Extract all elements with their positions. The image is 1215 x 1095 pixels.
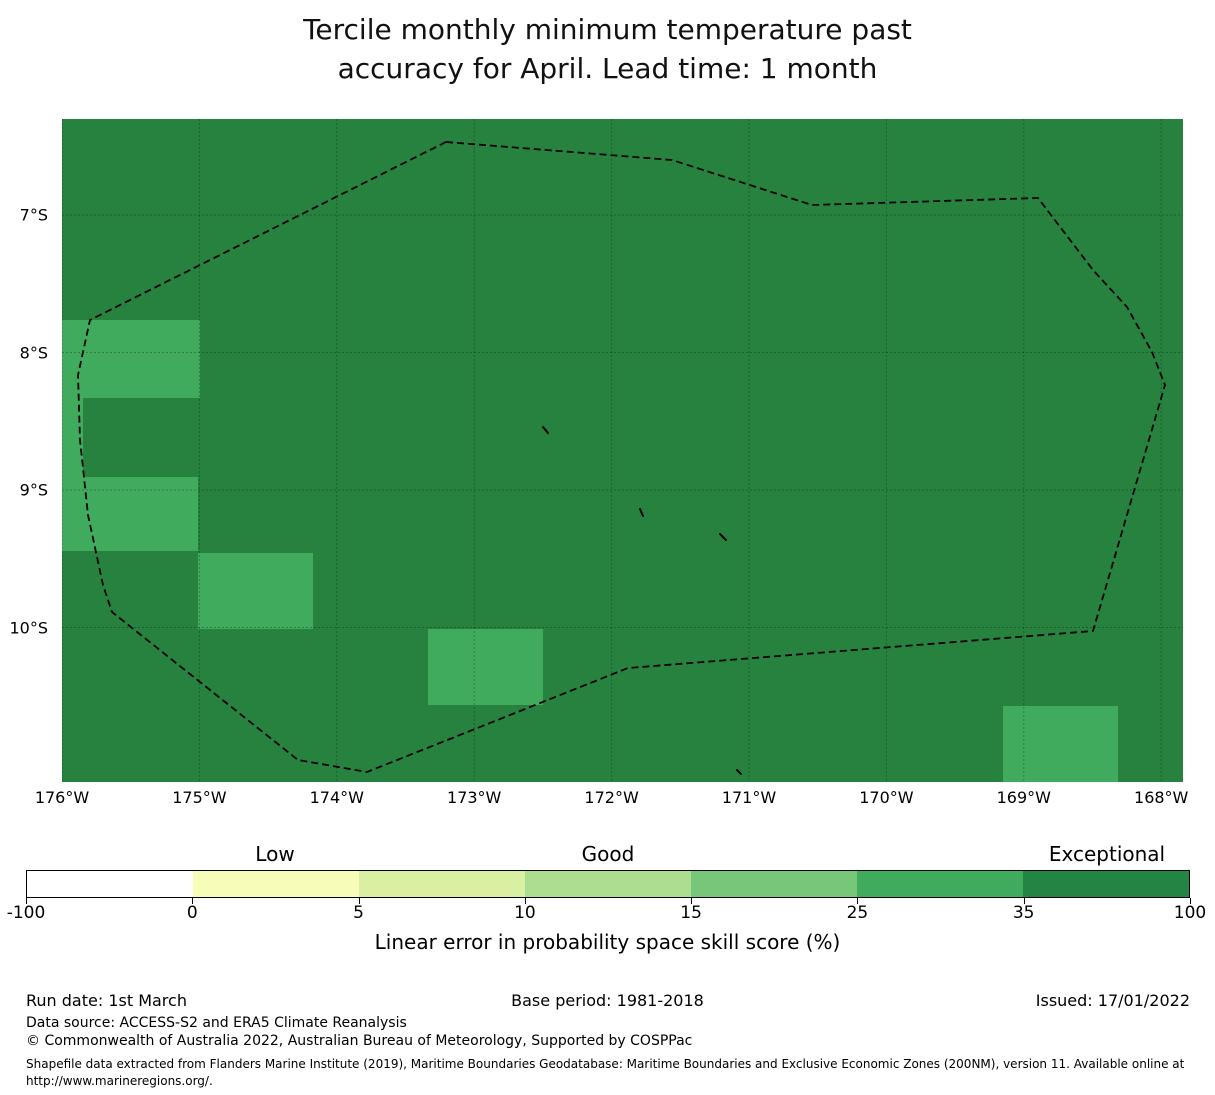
x-tick-label: 170°W	[859, 788, 914, 807]
colorbar-caption: Linear error in probability space skill …	[374, 930, 841, 954]
map-cell	[428, 629, 543, 705]
colorbar-segment	[359, 871, 525, 897]
island-mark	[639, 508, 644, 517]
colorbar-tick	[691, 898, 693, 904]
colorbar-category-label: Low	[255, 842, 295, 866]
shapefile-note-line1: Shapefile data extracted from Flanders M…	[26, 1057, 1185, 1071]
chart-title-line1: Tercile monthly minimum temperature past	[303, 13, 912, 46]
base-period: Base period: 1981-2018	[511, 991, 704, 1010]
x-tick-label: 171°W	[721, 788, 777, 807]
colorbar-tick	[857, 898, 859, 904]
island-mark	[542, 426, 549, 434]
shapefile-note-line2: http://www.marineregions.org/.	[26, 1074, 213, 1088]
y-tick-label: 8°S	[19, 343, 48, 362]
colorbar-tick	[192, 898, 194, 904]
colorbar	[26, 870, 1190, 898]
colorbar-tick	[26, 898, 27, 904]
chart-title-line2: accuracy for April. Lead time: 1 month	[337, 52, 878, 85]
colorbar-tick-label: 15	[680, 903, 702, 923]
colorbar-segment	[27, 871, 193, 897]
island-mark	[736, 769, 742, 775]
colorbar-tick-label: 25	[846, 903, 869, 923]
run-date: Run date: 1st March	[26, 991, 187, 1010]
colorbar-ticks	[0, 898, 1215, 904]
map	[62, 119, 1183, 782]
map-cell	[62, 477, 198, 551]
colorbar-segment	[857, 871, 1023, 897]
data-source: Data source: ACCESS-S2 and ERA5 Climate …	[26, 1015, 407, 1031]
colorbar-segment	[193, 871, 359, 897]
chart-title: Tercile monthly minimum temperature past…	[0, 10, 1215, 88]
colorbar-tick	[1190, 898, 1191, 904]
y-axis-labels: 7°S 8°S 9°S 10°S	[0, 0, 48, 800]
x-tick-label: 175°W	[172, 788, 227, 807]
x-tick-label: 169°W	[996, 788, 1051, 807]
island-mark	[719, 533, 727, 541]
map-cell	[62, 320, 200, 398]
copyright: © Commonwealth of Australia 2022, Austra…	[26, 1033, 693, 1049]
colorbar-tick	[358, 898, 360, 904]
x-tick-label: 174°W	[309, 788, 364, 807]
map-canvas	[62, 119, 1183, 782]
x-tick-label: 172°W	[584, 788, 639, 807]
colorbar-category-labels: Low Good Exceptional	[0, 842, 1215, 868]
x-axis-labels: 176°W 175°W 174°W 173°W 172°W 171°W 170°W 169°W…	[0, 788, 1215, 812]
colorbar-tick-label: 10	[514, 903, 536, 923]
map-cell	[62, 398, 83, 477]
colorbar-tick	[524, 898, 526, 904]
colorbar-segment	[1023, 871, 1189, 897]
x-tick-label: 168°W	[1134, 788, 1189, 807]
map-cell	[198, 553, 313, 629]
colorbar-tick	[1023, 898, 1025, 904]
x-tick-label: 173°W	[447, 788, 502, 807]
colorbar-tick-label: 5	[353, 903, 365, 923]
colorbar-category-label: Exceptional	[1048, 842, 1166, 866]
y-tick-label: 9°S	[19, 480, 48, 500]
map-cell	[1003, 706, 1118, 782]
colorbar-tick-labels: -100 0 5 10 15 25 35 100	[0, 903, 1215, 929]
colorbar-category-label: Good	[581, 842, 635, 866]
colorbar-tick-label: -100	[6, 903, 46, 923]
y-tick-label: 10°S	[9, 618, 48, 637]
colorbar-tick-label: 100	[1173, 903, 1207, 923]
eez-boundary	[77, 141, 1166, 773]
issued-date: Issued: 17/01/2022	[1035, 991, 1190, 1010]
colorbar-segment	[691, 871, 857, 897]
x-tick-label: 176°W	[34, 788, 90, 807]
y-tick-label: 7°S	[19, 205, 48, 225]
colorbar-segment	[525, 871, 691, 897]
colorbar-tick-label: 35	[1012, 903, 1035, 923]
colorbar-tick-label: 0	[186, 903, 198, 923]
